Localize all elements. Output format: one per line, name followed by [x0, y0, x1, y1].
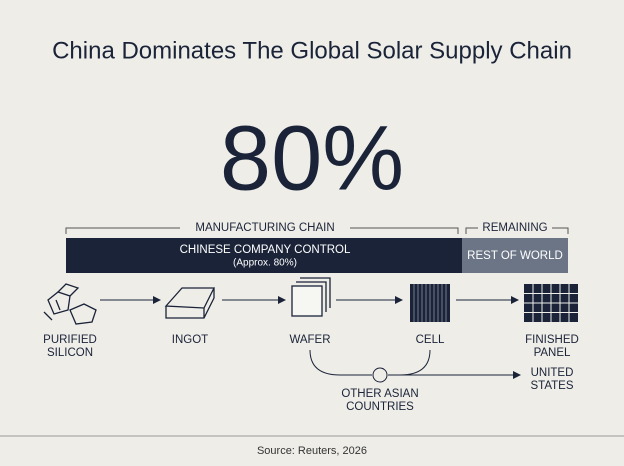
- step-label: PANEL: [534, 347, 571, 359]
- step-label: INGOT: [172, 334, 208, 346]
- cell-icon: [410, 284, 450, 322]
- step-label: SILICON: [47, 347, 93, 359]
- origin-line: OTHER ASIAN: [341, 388, 418, 400]
- rest-bar: [462, 238, 568, 273]
- ingot-icon: [164, 287, 216, 319]
- step-label: FINISHED: [525, 334, 579, 346]
- title: China Dominates The Global Solar Supply …: [52, 37, 572, 64]
- brackets: [65, 227, 569, 234]
- wafer-icon: [291, 277, 331, 317]
- origin-line: COUNTRIES: [346, 401, 414, 413]
- silicon-icon: [43, 283, 97, 325]
- panel-icon: [524, 284, 578, 322]
- china-note: (Approx. 80%): [233, 258, 297, 269]
- headline: 80%: [220, 107, 404, 209]
- destination-line: UNITED: [531, 367, 574, 379]
- flow-arrows: [100, 296, 520, 375]
- remaining-label: REMAINING: [482, 222, 547, 234]
- source: Source: Reuters, 2026: [257, 445, 367, 457]
- rest-label: REST OF WORLD: [467, 250, 563, 262]
- china-bar: [66, 238, 462, 273]
- branch-node: [372, 367, 388, 383]
- step-label: WAFER: [289, 334, 330, 346]
- step-label: PURIFIED: [43, 334, 97, 346]
- china-label: CHINESE COMPANY CONTROL: [180, 244, 351, 256]
- step-label: CELL: [416, 334, 445, 346]
- destination-line: STATES: [530, 380, 573, 392]
- chain-label: MANUFACTURING CHAIN: [195, 222, 334, 234]
